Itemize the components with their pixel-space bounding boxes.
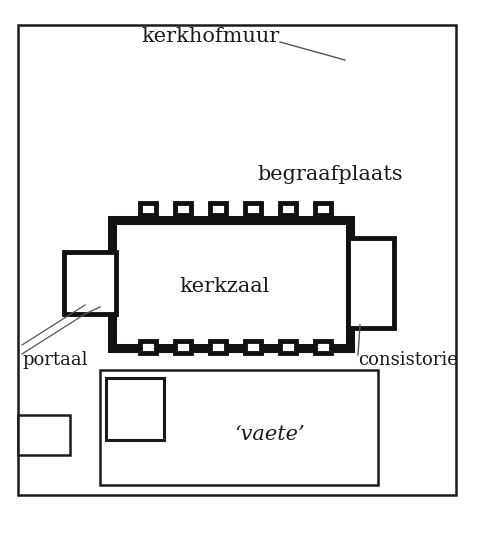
- Text: consistorie: consistorie: [358, 351, 458, 369]
- Bar: [18, 25, 456, 495]
- Text: portaal: portaal: [22, 351, 87, 369]
- Bar: [18, 415, 70, 455]
- Bar: [280, 203, 296, 215]
- Text: ‘vaete’: ‘vaete’: [235, 425, 305, 445]
- Bar: [245, 341, 261, 353]
- Bar: [175, 341, 191, 353]
- Text: kerkhofmuur: kerkhofmuur: [141, 27, 279, 45]
- Bar: [315, 341, 331, 353]
- Bar: [112, 220, 350, 348]
- Bar: [100, 370, 378, 485]
- Bar: [140, 203, 156, 215]
- Bar: [210, 341, 226, 353]
- Bar: [140, 341, 156, 353]
- Bar: [348, 238, 394, 328]
- Bar: [210, 203, 226, 215]
- Bar: [106, 378, 164, 440]
- Text: begraafplaats: begraafplaats: [257, 166, 403, 184]
- Bar: [175, 203, 191, 215]
- Bar: [280, 341, 296, 353]
- Text: kerkzaal: kerkzaal: [180, 277, 270, 295]
- Bar: [245, 203, 261, 215]
- Bar: [64, 252, 116, 314]
- Bar: [315, 203, 331, 215]
